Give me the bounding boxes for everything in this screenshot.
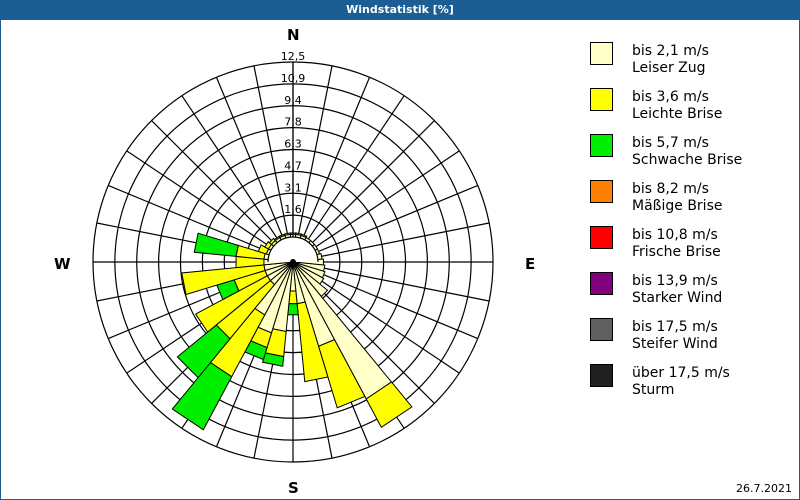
legend-swatch	[590, 318, 613, 341]
legend-text: bis 17,5 m/s Steifer Wind	[632, 319, 718, 352]
grid-spoke	[107, 184, 271, 253]
grid-spoke	[310, 120, 435, 245]
legend-text: über 17,5 m/s Sturm	[632, 365, 730, 398]
ring-label: 10,9	[281, 72, 306, 85]
legend-text: bis 8,2 m/s Mäßige Brise	[632, 181, 723, 214]
grid-spoke	[313, 275, 460, 374]
grid-spoke	[151, 120, 276, 245]
center-circle	[267, 236, 319, 263]
grid-spoke	[317, 222, 490, 258]
legend-text: bis 5,7 m/s Schwache Brise	[632, 135, 743, 168]
grid-spoke	[306, 95, 405, 242]
date-label: 26.7.2021	[736, 482, 792, 495]
ring-label: 9,4	[284, 94, 302, 107]
ring-label: 3,1	[284, 181, 302, 194]
grid-spoke	[253, 65, 289, 238]
legend-text: bis 13,9 m/s Starker Wind	[632, 273, 723, 306]
grid-spoke	[181, 95, 280, 242]
legend-swatch	[590, 180, 613, 203]
legend-swatch	[590, 134, 613, 157]
compass-east-label: E	[525, 255, 536, 273]
compass-west-label: W	[54, 255, 71, 273]
legend-swatch	[590, 42, 613, 65]
grid-spoke	[126, 150, 273, 249]
grid-spoke	[313, 150, 460, 249]
ring-label: 7,8	[284, 116, 302, 129]
wind-rose-chart: 1,6 3,1 4,7 6,3 7,8 9,4 10,9 12,5	[92, 50, 494, 463]
legend-swatch	[590, 272, 613, 295]
compass-south-label: S	[288, 479, 299, 497]
legend-swatch	[590, 88, 613, 111]
ring-label: 4,7	[284, 159, 302, 172]
grid-spoke	[297, 65, 333, 238]
grid-spoke	[215, 76, 284, 240]
ring-label: 1,6	[284, 203, 302, 216]
grid-spoke	[317, 266, 490, 302]
grid-spoke	[310, 279, 435, 404]
grid-spoke	[315, 271, 479, 340]
grid-spoke	[315, 184, 479, 253]
legend-text: bis 3,6 m/s Leichte Brise	[632, 89, 723, 122]
compass-north-label: N	[287, 26, 300, 44]
legend-text: bis 2,1 m/s Leiser Zug	[632, 43, 709, 76]
legend-swatch	[590, 226, 613, 249]
legend-swatch	[590, 364, 613, 387]
wind-bar-segment	[287, 303, 299, 316]
legend-text: bis 10,8 m/s Frische Brise	[632, 227, 721, 260]
center-point	[290, 259, 296, 265]
ring-label: 12,5	[281, 50, 306, 63]
grid-spoke	[302, 76, 371, 240]
ring-label: 6,3	[284, 138, 302, 151]
chart-title: Windstatistik [%]	[0, 0, 800, 20]
